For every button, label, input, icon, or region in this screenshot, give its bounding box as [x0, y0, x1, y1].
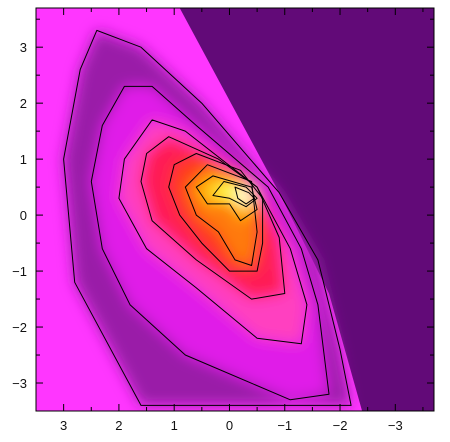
contour-line-level-3 — [118, 119, 308, 345]
x-tick-label: 0 — [226, 418, 233, 433]
y-tick-label: 0 — [20, 208, 27, 223]
y-tick-label: −1 — [12, 264, 27, 279]
x-tick-label: −1 — [277, 418, 292, 433]
background-right-region — [179, 8, 434, 411]
density-fill-layer — [63, 30, 352, 406]
y-tick-label: 2 — [20, 96, 27, 111]
contour-line-level-2 — [90, 85, 330, 401]
y-tick-label: 1 — [20, 152, 27, 167]
contour-line-level-5 — [168, 153, 264, 272]
plot-frame — [35, 7, 435, 412]
y-tick-label: −2 — [12, 320, 27, 335]
plot-area — [36, 8, 434, 411]
contour-line-level-4 — [140, 136, 286, 300]
axis-layer: 3 2 1 0 −1 −2 −3 3 2 1 0 −1 −2 −3 — [12, 8, 434, 433]
y-tick-label: −3 — [12, 376, 27, 391]
y-tick-label: 3 — [20, 40, 27, 55]
x-tick-label: 3 — [60, 418, 67, 433]
x-tick-label: −2 — [333, 418, 348, 433]
contour-line-level-7 — [195, 175, 258, 222]
x-tick-label: 2 — [115, 418, 122, 433]
contour-line-level-8 — [212, 181, 258, 208]
x-tick-label: 1 — [171, 418, 178, 433]
contour-line-level-9 — [234, 186, 255, 205]
x-tick-label: −3 — [388, 418, 403, 433]
contour-line-level-1 — [63, 29, 352, 406]
contour-layer — [63, 29, 352, 406]
density-region-level-9 — [235, 187, 255, 204]
